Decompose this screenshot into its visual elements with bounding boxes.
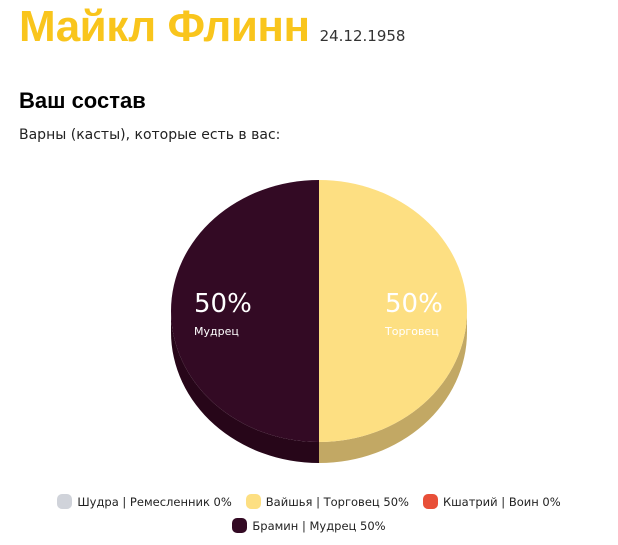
slice-value-right: 50%: [385, 289, 443, 319]
legend-label: Вайшья | Торговец 50%: [265, 494, 409, 509]
legend-item-shudra[interactable]: Шудра | Ремесленник 0%: [57, 494, 232, 509]
pie-side-vaishya: [319, 311, 467, 463]
legend-label: Кшатрий | Воин 0%: [442, 494, 561, 509]
legend-item-kshatriy[interactable]: Кшатрий | Воин 0%: [422, 494, 561, 509]
legend-label: Шудра | Ремесленник 0%: [77, 494, 232, 509]
section-subtitle: Варны (касты), которые есть в вас:: [19, 127, 281, 143]
section-title: Ваш состав: [19, 88, 146, 113]
slice-label-right: Торговец: [384, 325, 439, 338]
legend-swatch-icon: [422, 494, 438, 509]
legend-swatch-icon: [57, 494, 73, 509]
pie-side-bramin: [171, 311, 319, 463]
person-name: Майкл Флинн: [19, 2, 310, 51]
legend-swatch-icon: [232, 518, 248, 533]
birth-date: 24.12.1958: [319, 27, 406, 45]
slice-label-left: Мудрец: [194, 325, 239, 338]
chart-legend: Шудра | Ремесленник 0% Вайшья | Торговец…: [0, 494, 618, 542]
legend-item-vaishya[interactable]: Вайшья | Торговец 50%: [245, 494, 409, 509]
pie-slice-vaishya[interactable]: [319, 180, 467, 442]
pie-slice-bramin[interactable]: [171, 180, 319, 442]
legend-swatch-icon: [245, 494, 261, 509]
page-header: Майкл Флинн 24.12.1958: [19, 2, 405, 52]
legend-item-bramin[interactable]: Брамин | Мудрец 50%: [232, 518, 386, 533]
legend-label: Брамин | Мудрец 50%: [252, 518, 386, 533]
slice-value-left: 50%: [194, 289, 252, 319]
